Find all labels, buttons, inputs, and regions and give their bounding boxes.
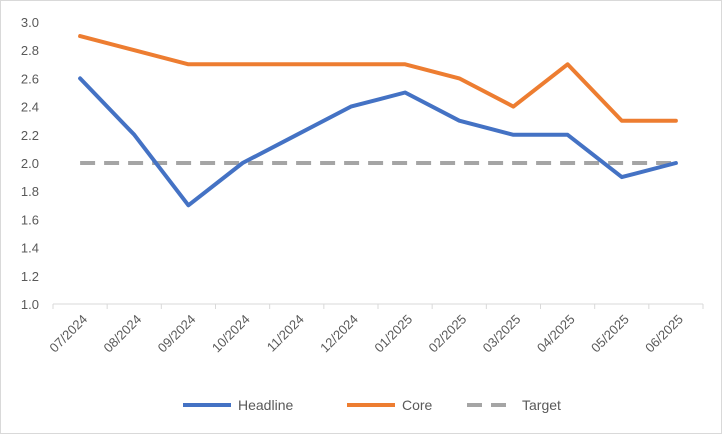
y-tick-label: 1.6 <box>21 212 39 227</box>
y-tick-label: 2.6 <box>21 71 39 86</box>
y-axis: 1.0 1.2 1.4 1.6 1.8 2.0 2.2 2.4 2.6 2.8 3.0 <box>21 15 39 312</box>
x-tick-label: 05/2025 <box>588 312 632 356</box>
x-tick-label: 09/2024 <box>155 312 199 356</box>
y-tick-label: 3.0 <box>21 15 39 30</box>
y-tick-label: 1.8 <box>21 184 39 199</box>
y-tick-label: 1.2 <box>21 269 39 284</box>
legend-label-headline: Headline <box>238 397 293 413</box>
y-tick-label: 2.2 <box>21 128 39 143</box>
y-tick-label: 1.0 <box>21 297 39 312</box>
x-tick-label: 04/2025 <box>534 312 578 356</box>
x-axis: 07/2024 08/2024 09/2024 10/2024 11/2024 12/20… <box>46 303 704 356</box>
series-layer <box>78 34 678 208</box>
x-tick-label: 03/2025 <box>480 312 524 356</box>
x-tick-label: 02/2025 <box>426 312 470 356</box>
legend-label-target: Target <box>522 397 561 413</box>
x-tick-label: 06/2025 <box>642 312 686 356</box>
legend-label-core: Core <box>402 397 433 413</box>
x-tick-label: 12/2024 <box>317 312 361 356</box>
y-tick-label: 2.4 <box>21 100 39 115</box>
x-tick-label: 10/2024 <box>209 312 253 356</box>
legend: Headline Core Target <box>183 397 561 413</box>
y-tick-label: 2.0 <box>21 156 39 171</box>
series-line-headline <box>78 76 678 208</box>
series-line-core <box>78 34 678 123</box>
x-tick-label: 11/2024 <box>264 312 307 355</box>
y-tick-label: 1.4 <box>21 241 39 256</box>
y-tick-label: 2.8 <box>21 43 39 58</box>
x-tick-label: 08/2024 <box>101 312 145 356</box>
x-tick-label: 01/2025 <box>371 312 415 356</box>
x-tick-label: 07/2024 <box>46 312 90 356</box>
